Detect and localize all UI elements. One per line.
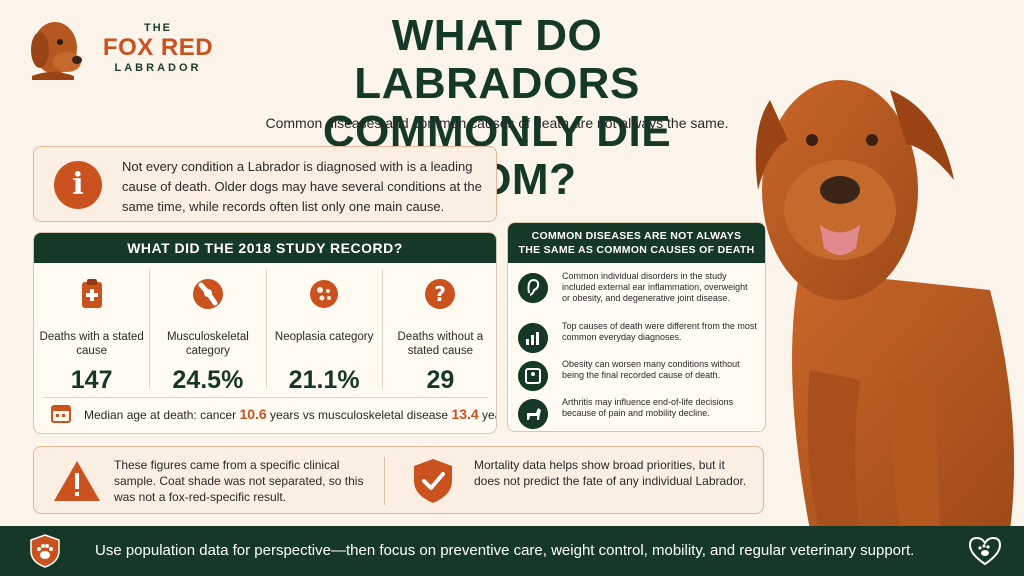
median-middle: years vs musculoskeletal disease [266, 408, 452, 422]
stat-deaths-stated: Deaths with a stated cause 147 [34, 269, 151, 394]
info-icon: i [54, 161, 102, 209]
dog-head-logo-icon [31, 22, 82, 80]
panel-item: Arthritis may influence end-of-life deci… [518, 397, 758, 431]
cancer-median-age: 10.6 [239, 406, 267, 422]
panel-item-text: Obesity can worsen many conditions witho… [562, 359, 740, 380]
warning-icon [54, 461, 100, 501]
median-suffix: years. [482, 408, 496, 422]
panel-item-text: Arthritis may influence end-of-life deci… [562, 397, 734, 418]
panel-heading-line1: COMMON DISEASES ARE NOT ALWAYS [531, 230, 742, 242]
ear-icon [518, 273, 548, 303]
warning-text: These figures came from a specific clini… [114, 458, 364, 504]
stat-value: 24.5% [172, 366, 244, 394]
median-age-row: Median age at death: cancer 10.6 years v… [44, 397, 496, 425]
svg-text:?: ? [435, 282, 447, 306]
diseases-vs-causes-panel: COMMON DISEASES ARE NOT ALWAYS THE SAME … [507, 222, 766, 432]
musculoskeletal-median-age: 13.4 [451, 406, 479, 422]
brand-logo: THE FOX RED LABRADOR [22, 14, 232, 84]
info-callout: i Not every condition a Labrador is diag… [33, 146, 497, 222]
panel-item: Obesity can worsen many conditions witho… [518, 359, 758, 397]
info-text: Not every condition a Labrador is diagno… [122, 159, 482, 214]
stat-deaths-unstated: ? Deaths without a stated cause 29 [383, 269, 496, 394]
panel-heading-line2: THE SAME AS COMMON CAUSES OF DEATH [518, 244, 755, 256]
stat-value: 21.1% [288, 366, 360, 394]
panel-item: Top causes of death were different from … [518, 321, 758, 359]
stat-value: 147 [70, 366, 113, 394]
footer-banner: Use population data for perspective—then… [0, 526, 1024, 576]
study-card: WHAT DID THE 2018 STUDY RECORD? Deaths w… [33, 232, 497, 434]
median-age-text: Median age at death: cancer 10.6 years v… [84, 406, 496, 422]
paw-shield-icon [30, 534, 60, 568]
caveat-callout: These figures came from a specific clini… [33, 446, 764, 514]
clipboard-icon [81, 279, 102, 308]
chart-icon [518, 323, 548, 353]
labrador-dog-illustration [755, 80, 1015, 530]
stat-label: Deaths with a stated cause [39, 331, 144, 357]
scale-icon [518, 361, 548, 391]
stat-label: Neoplasia category [274, 331, 374, 343]
bone-joint-icon [192, 279, 223, 309]
study-heading: WHAT DID THE 2018 STUDY RECORD? [34, 233, 496, 263]
logo-name: FOX RED [102, 34, 214, 61]
stat-musculoskeletal: Musculoskeletal category 24.5% [150, 269, 267, 394]
logo-sub: LABRADOR [114, 62, 202, 74]
stat-neoplasia: Neoplasia category 21.1% [267, 269, 383, 394]
stat-label: Musculoskeletal category [166, 331, 249, 357]
page-subtitle: Common diseases and common causes of dea… [265, 115, 729, 131]
panel-item-text: Top causes of death were different from … [562, 321, 757, 342]
stat-value: 29 [426, 366, 455, 394]
divider [384, 457, 385, 505]
study-stats: Deaths with a stated cause 147 Musculosk… [34, 269, 496, 394]
question-icon: ? [425, 279, 456, 309]
stat-label: Deaths without a stated cause [397, 331, 484, 357]
calendar-icon [51, 405, 71, 423]
panel-item-text: Common individual disorders in the study… [562, 271, 748, 303]
median-prefix: Median age at death: cancer [84, 408, 240, 422]
heart-paw-icon [968, 536, 1002, 566]
dog-icon [518, 399, 548, 429]
panel-heading: COMMON DISEASES ARE NOT ALWAYS THE SAME … [508, 223, 765, 263]
logo-the: THE [144, 22, 172, 34]
panel-item: Common individual disorders in the study… [518, 271, 758, 309]
footer-text: Use population data for perspective—then… [95, 542, 915, 559]
shield-check-icon [414, 459, 452, 503]
note-text: Mortality data helps show broad prioriti… [474, 458, 747, 488]
cell-icon [310, 280, 339, 308]
